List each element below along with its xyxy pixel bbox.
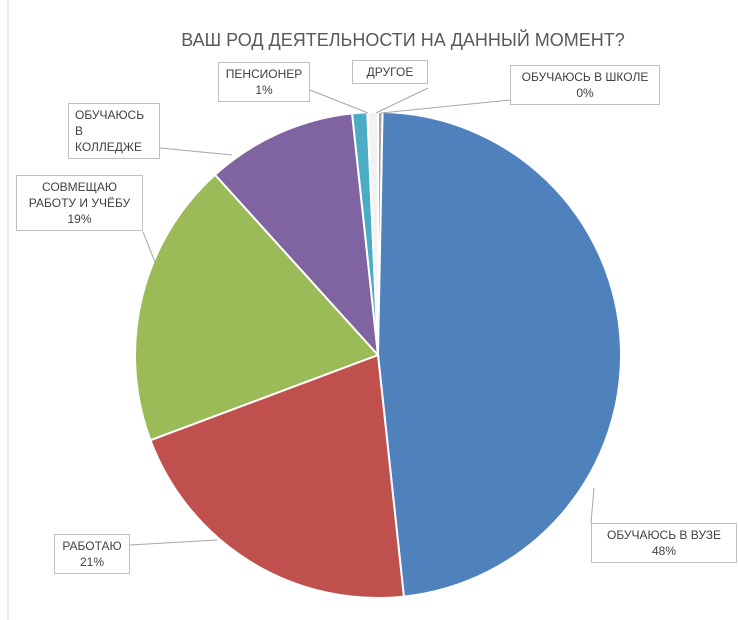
label-value: 19% bbox=[67, 212, 92, 226]
data-label: ДРУГОЕ bbox=[352, 60, 428, 84]
data-label: ОБУЧАЮСЬ В КОЛЛЕДЖЕ bbox=[68, 103, 160, 159]
chart-title: ВАШ РОД ДЕЯТЕЛЬНОСТИ НА ДАННЫЙ МОМЕНТ? bbox=[181, 30, 625, 50]
pie-slice bbox=[376, 111, 622, 598]
leader-line bbox=[590, 487, 595, 524]
label-category: ОБУЧАЮСЬ В ВУЗЕ bbox=[607, 528, 721, 542]
label-category: СОВМЕЩАЮ РАБОТУ И УЧЁБУ bbox=[28, 180, 131, 210]
data-label: ОБУЧАЮСЬ В ВУЗЕ 48% bbox=[591, 523, 737, 563]
leader-line bbox=[142, 231, 156, 263]
label-value: 48% bbox=[651, 544, 677, 558]
label-category: ОБУЧАЮСЬ В КОЛЛЕДЖЕ bbox=[75, 108, 145, 154]
leader-line bbox=[309, 89, 369, 114]
leader-line bbox=[380, 99, 511, 114]
leader-line bbox=[129, 539, 218, 546]
pie-slice bbox=[213, 112, 380, 358]
leader-line bbox=[159, 147, 233, 156]
label-category: ПЕНСИОНЕР bbox=[225, 67, 303, 81]
pie-slice bbox=[149, 353, 406, 599]
data-label: СОВМЕЩАЮ РАБОТУ И УЧЁБУ 19% bbox=[16, 175, 143, 231]
pie-slice bbox=[134, 173, 380, 442]
label-category: РАБОТАЮ bbox=[62, 539, 122, 553]
data-label: РАБОТАЮ 21% bbox=[54, 534, 130, 574]
label-value: 1% bbox=[255, 83, 273, 97]
data-label: ПЕНСИОНЕР 1% bbox=[218, 62, 310, 102]
leader-line bbox=[375, 87, 429, 114]
label-category: ДРУГОЕ bbox=[366, 65, 414, 79]
label-value: 21% bbox=[79, 555, 105, 569]
data-label: ОБУЧАЮСЬ В ШКОЛЕ 0% bbox=[510, 65, 660, 105]
label-category: ОБУЧАЮСЬ В ШКОЛЕ bbox=[521, 70, 649, 84]
label-value: 0% bbox=[576, 86, 594, 100]
